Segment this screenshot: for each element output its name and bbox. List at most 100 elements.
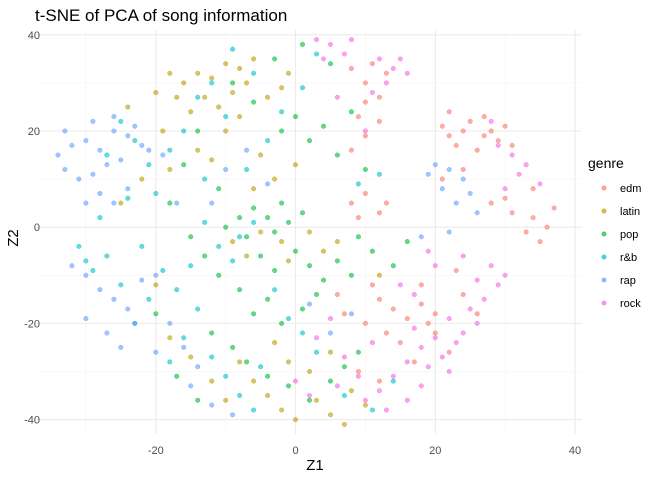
data-point	[383, 200, 389, 206]
data-point	[125, 104, 131, 110]
data-point	[328, 330, 334, 336]
data-point	[62, 128, 68, 134]
data-point	[209, 354, 215, 360]
data-point	[279, 200, 285, 206]
data-point	[425, 364, 431, 370]
data-point	[390, 65, 396, 71]
data-point	[223, 224, 229, 230]
data-point	[286, 258, 292, 264]
series-rap	[55, 114, 480, 418]
data-point	[334, 152, 340, 158]
data-point	[307, 397, 313, 403]
data-point	[230, 46, 236, 52]
data-point	[418, 282, 424, 288]
data-point	[376, 378, 382, 384]
data-point	[439, 123, 445, 129]
data-point	[355, 215, 361, 221]
data-point	[341, 393, 347, 399]
data-point	[369, 248, 375, 254]
legend-key	[601, 277, 607, 283]
data-point	[376, 171, 382, 177]
data-point	[300, 306, 306, 312]
data-point	[265, 138, 271, 144]
data-point	[516, 171, 522, 177]
y-tick-label: 20	[28, 126, 40, 138]
data-point	[125, 195, 131, 201]
data-point	[167, 335, 173, 341]
data-point	[362, 80, 368, 86]
data-point	[188, 263, 194, 269]
data-point	[230, 344, 236, 350]
data-point	[369, 407, 375, 413]
data-point	[251, 186, 257, 192]
data-point	[286, 219, 292, 225]
data-point	[390, 378, 396, 384]
data-point	[181, 128, 187, 134]
data-point	[321, 277, 327, 283]
data-point	[153, 311, 159, 317]
data-point	[279, 239, 285, 245]
data-point	[76, 176, 82, 182]
data-point	[258, 152, 264, 158]
data-point	[244, 253, 250, 259]
data-point	[244, 147, 250, 153]
data-point	[146, 147, 152, 153]
data-point	[397, 340, 403, 346]
data-point	[495, 138, 501, 144]
data-point	[223, 61, 229, 67]
data-point	[174, 373, 180, 379]
data-point	[348, 200, 354, 206]
legend-key	[601, 254, 607, 260]
data-point	[537, 239, 543, 245]
data-point	[453, 340, 459, 346]
data-point	[195, 364, 201, 370]
series-rb	[76, 46, 396, 413]
data-point	[397, 282, 403, 288]
data-point	[362, 99, 368, 105]
data-point	[69, 263, 75, 269]
data-point	[153, 89, 159, 95]
data-point	[293, 114, 299, 120]
data-point	[502, 195, 508, 201]
data-point	[293, 417, 299, 423]
data-point	[279, 407, 285, 413]
data-point	[376, 296, 382, 302]
data-point	[474, 320, 480, 326]
data-point	[425, 248, 431, 254]
legend-item: pop	[601, 229, 638, 241]
data-point	[174, 94, 180, 100]
data-point	[174, 200, 180, 206]
data-point	[160, 152, 166, 158]
legend-key	[601, 208, 607, 214]
data-point	[432, 311, 438, 317]
data-point	[237, 114, 243, 120]
data-point	[181, 162, 187, 168]
data-point	[432, 330, 438, 336]
data-point	[272, 340, 278, 346]
data-point	[495, 282, 501, 288]
data-point	[167, 359, 173, 365]
data-point	[160, 268, 166, 274]
grid-layer	[37, 30, 582, 434]
data-point	[432, 162, 438, 168]
data-point	[139, 176, 145, 182]
data-point	[530, 215, 536, 221]
data-point	[307, 229, 313, 235]
data-point	[341, 311, 347, 317]
data-point	[446, 133, 452, 139]
data-point	[181, 80, 187, 86]
data-point	[481, 133, 487, 139]
data-point	[265, 181, 271, 187]
data-point	[502, 186, 508, 192]
data-point	[216, 104, 222, 110]
data-point	[223, 397, 229, 403]
data-point	[362, 190, 368, 196]
data-point	[286, 359, 292, 365]
data-point	[139, 243, 145, 249]
data-point	[258, 364, 264, 370]
data-point	[362, 320, 368, 326]
data-point	[104, 152, 110, 158]
data-point	[355, 181, 361, 187]
data-point	[237, 234, 243, 240]
legend-label: edm	[620, 183, 641, 195]
